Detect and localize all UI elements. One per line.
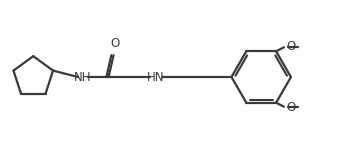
Text: O: O	[286, 101, 295, 114]
Text: HN: HN	[147, 71, 164, 84]
Text: NH: NH	[74, 71, 92, 84]
Text: O: O	[110, 38, 119, 50]
Text: O: O	[286, 40, 295, 53]
